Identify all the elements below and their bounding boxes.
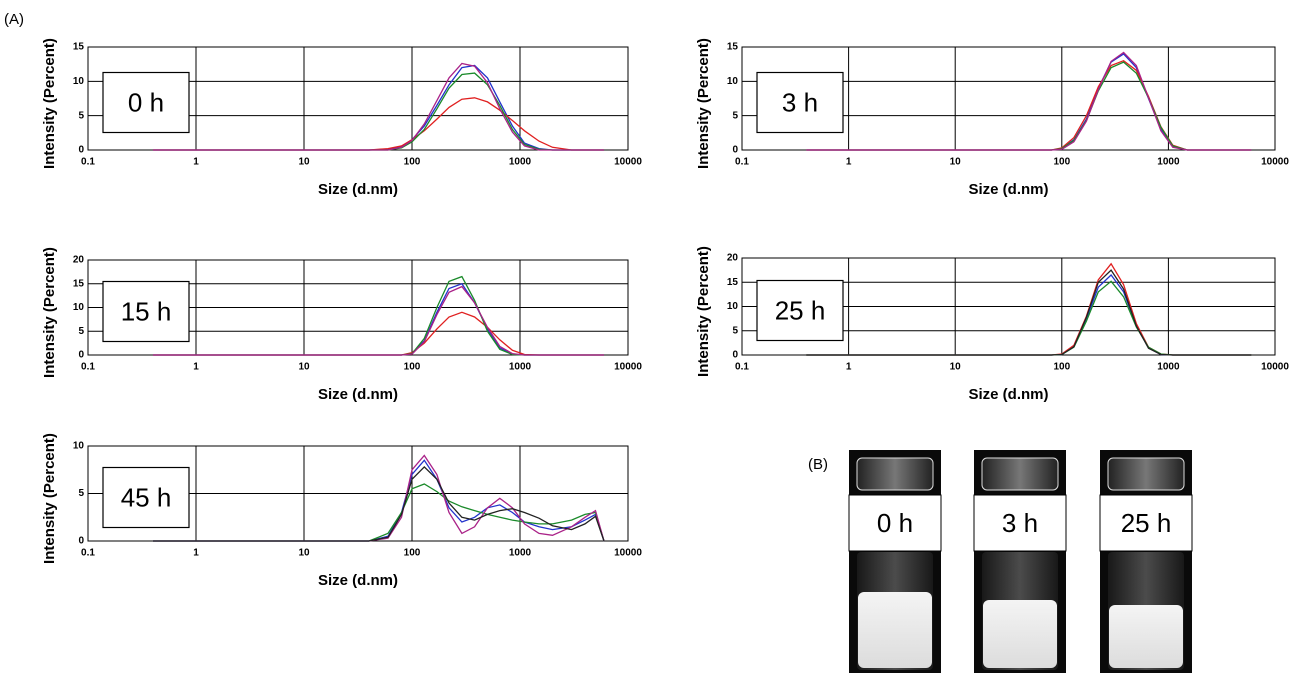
x-tick-label: 1000 (509, 362, 532, 373)
y-tick-label: 15 (727, 277, 739, 288)
x-tick-label: 0.1 (81, 548, 95, 559)
x-tick-label: 1000 (1157, 362, 1180, 373)
x-tick-label: 10 (950, 362, 962, 373)
y-tick-label: 5 (78, 110, 84, 121)
y-tick-label: 10 (73, 76, 85, 87)
data-line (153, 285, 604, 356)
vial-rim (981, 457, 1059, 491)
annotation: 45 h (121, 482, 172, 512)
annotation: 3 h (782, 87, 818, 117)
x-tick-label: 100 (1053, 362, 1070, 373)
y-tick-label: 5 (732, 110, 738, 121)
panel-label: (A) (4, 11, 24, 28)
x-tick-label: 100 (404, 157, 421, 168)
y-tick-label: 0 (732, 145, 738, 156)
x-tick-label: 10000 (614, 548, 642, 559)
label-box (1099, 494, 1193, 552)
photo-label: 0 h (877, 508, 913, 538)
y-tick-label: 0 (78, 145, 84, 156)
vial-rim (1107, 457, 1185, 491)
y-tick-label: 20 (727, 253, 739, 264)
x-tick-label: 100 (404, 362, 421, 373)
panel-label: (B) (808, 456, 828, 473)
y-tick-label: 15 (73, 42, 85, 53)
data-line (806, 51, 1252, 151)
x-tick-label: 100 (404, 548, 421, 559)
x-tick-label: 10 (950, 157, 962, 168)
y-axis-label: Intensity (Percent) (41, 247, 58, 378)
data-line (153, 97, 604, 151)
x-tick-label: 10000 (614, 362, 642, 373)
photo-row: 0 h 3 h 25 h (848, 450, 1193, 673)
y-tick-label: 15 (727, 42, 739, 53)
x-tick-label: 1 (846, 157, 852, 168)
x-tick-label: 1 (193, 548, 199, 559)
y-tick-label: 10 (727, 301, 739, 312)
annotation-box (756, 279, 844, 342)
vial-rim (856, 457, 934, 491)
y-axis-label: Intensity (Percent) (695, 38, 712, 169)
photo-label: 3 h (1002, 508, 1038, 538)
annotation: 15 h (121, 296, 172, 326)
x-axis-label: Size (d.nm) (968, 181, 1048, 198)
y-tick-label: 0 (78, 350, 84, 361)
x-tick-label: 0.1 (735, 157, 749, 168)
annotation-box (102, 466, 190, 529)
x-tick-label: 0.1 (81, 362, 95, 373)
y-tick-label: 10 (73, 302, 85, 313)
data-line (153, 465, 605, 542)
y-tick-label: 10 (727, 76, 739, 87)
x-tick-label: 10000 (1261, 157, 1289, 168)
x-axis-label: Size (d.nm) (318, 181, 398, 198)
x-tick-label: 10 (298, 157, 310, 168)
annotation-box (102, 71, 190, 134)
x-tick-label: 0.1 (81, 157, 95, 168)
annotation: 0 h (128, 87, 164, 117)
annotation-box (756, 71, 844, 134)
photo-label: 25 h (1121, 508, 1172, 538)
y-tick-label: 20 (73, 255, 85, 266)
x-tick-label: 1 (193, 362, 199, 373)
y-axis-label: Intensity (Percent) (695, 246, 712, 377)
x-tick-label: 10000 (1261, 362, 1289, 373)
y-tick-label: 10 (73, 441, 85, 452)
x-tick-label: 100 (1053, 157, 1070, 168)
x-tick-label: 10000 (614, 157, 642, 168)
x-tick-label: 10 (298, 362, 310, 373)
x-tick-label: 1000 (1157, 157, 1180, 168)
annotation-box (102, 280, 190, 343)
liquid (983, 600, 1057, 668)
y-tick-label: 5 (78, 488, 84, 499)
y-tick-label: 0 (732, 350, 738, 361)
y-axis-label: Intensity (Percent) (41, 433, 58, 564)
data-line (153, 483, 605, 542)
x-tick-label: 10 (298, 548, 310, 559)
label-box (973, 494, 1067, 552)
y-axis-label: Intensity (Percent) (41, 38, 58, 169)
x-tick-label: 1000 (509, 157, 532, 168)
x-tick-label: 1 (846, 362, 852, 373)
liquid (1109, 605, 1183, 668)
data-line (806, 269, 1252, 356)
x-tick-label: 1 (193, 157, 199, 168)
y-tick-label: 5 (732, 325, 738, 336)
x-tick-label: 0.1 (735, 362, 749, 373)
x-tick-label: 1000 (509, 548, 532, 559)
x-axis-label: Size (d.nm) (968, 386, 1048, 403)
label-box (848, 494, 942, 552)
annotation: 25 h (775, 295, 826, 325)
x-axis-label: Size (d.nm) (318, 572, 398, 589)
y-tick-label: 0 (78, 536, 84, 547)
liquid (858, 592, 932, 668)
data-line (153, 62, 604, 151)
y-tick-label: 15 (73, 278, 85, 289)
y-tick-label: 5 (78, 326, 84, 337)
x-axis-label: Size (d.nm) (318, 386, 398, 403)
